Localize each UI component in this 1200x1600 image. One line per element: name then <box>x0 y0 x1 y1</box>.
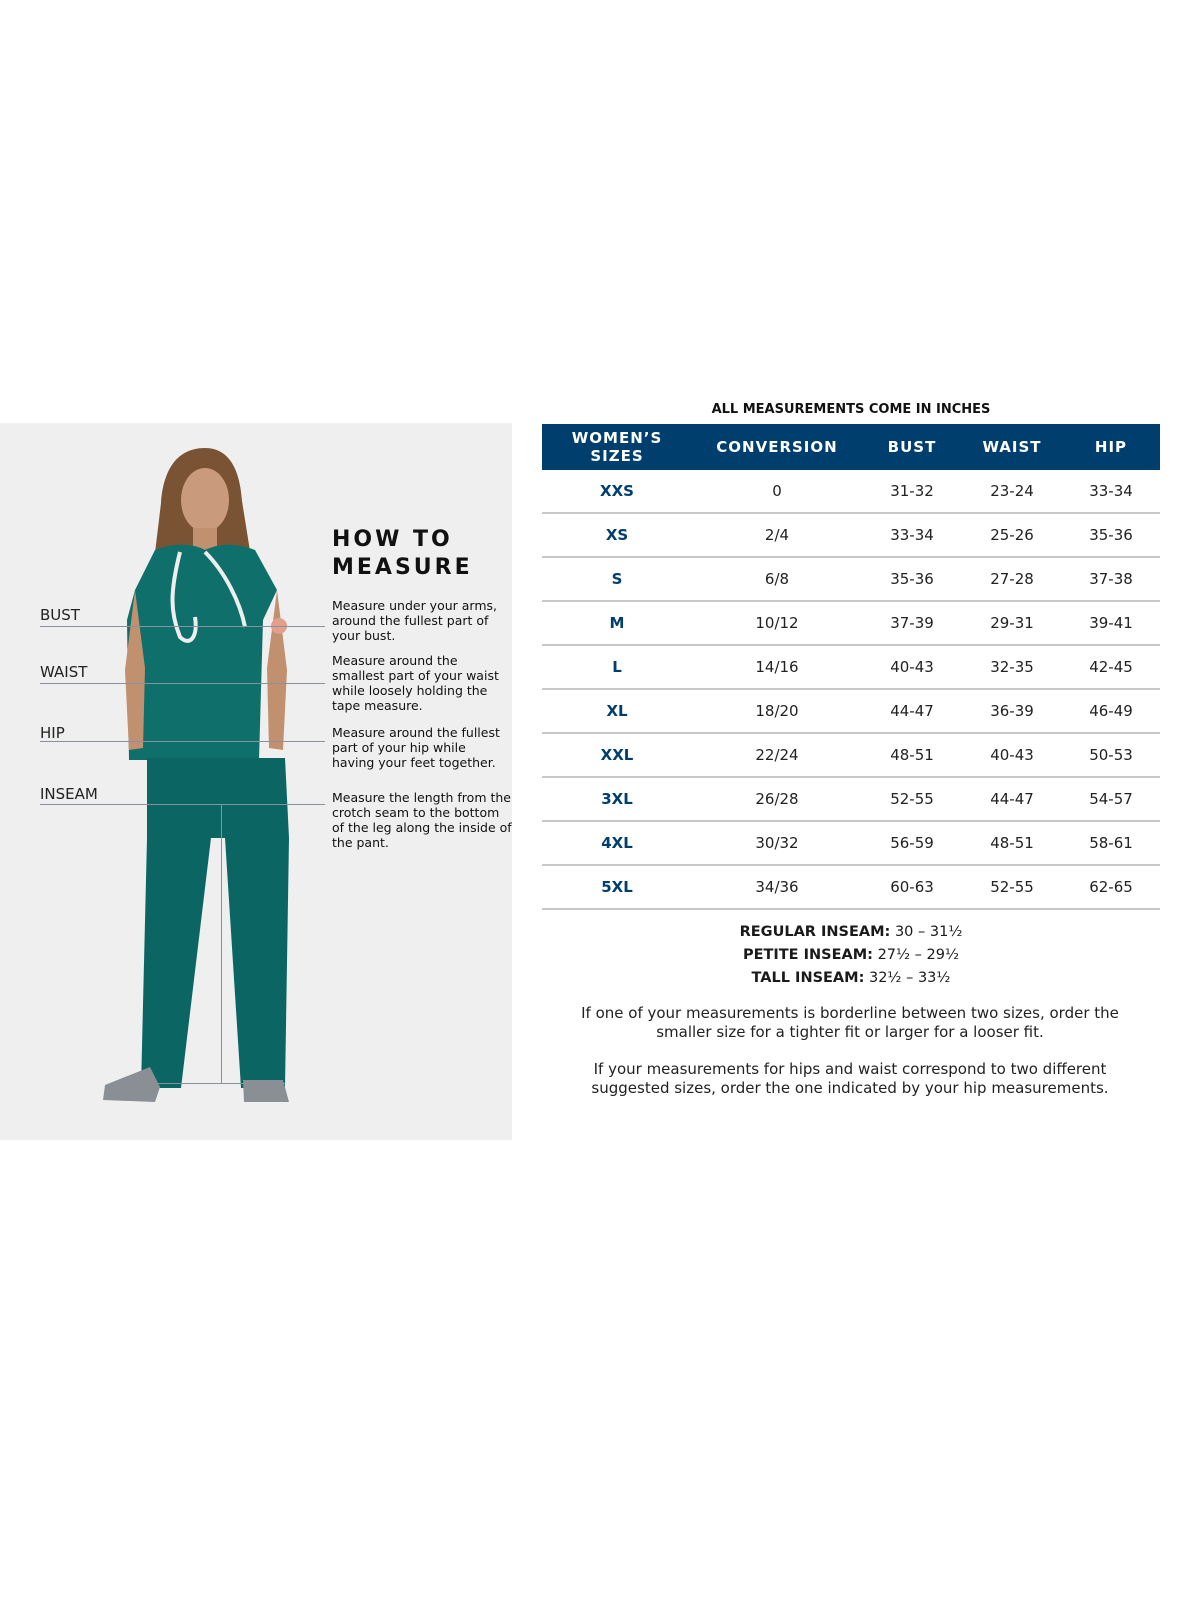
value-cell: 46-49 <box>1062 689 1160 734</box>
inseam-bottom-line <box>155 1083 285 1084</box>
value-cell: 44-47 <box>962 777 1062 822</box>
size-cell: XXS <box>542 470 692 514</box>
size-cell: XXL <box>542 733 692 778</box>
bust-description: Measure under your arms, around the full… <box>332 598 498 643</box>
value-cell: 44-47 <box>862 689 962 734</box>
value-cell: 2/4 <box>692 513 862 558</box>
size-cell: XL <box>542 689 692 734</box>
hip-line <box>40 741 325 742</box>
inseam-line <box>40 804 325 805</box>
inseam-label: INSEAM <box>40 785 98 803</box>
value-cell: 42-45 <box>1062 645 1160 690</box>
value-cell: 26/28 <box>692 777 862 822</box>
size-cell: M <box>542 601 692 646</box>
value-cell: 58-61 <box>1062 821 1160 866</box>
value-cell: 31-32 <box>862 470 962 514</box>
value-cell: 40-43 <box>962 733 1062 778</box>
table-row: 4XL 30/32 56-59 48-51 58-61 <box>542 821 1160 866</box>
bust-line <box>40 626 325 627</box>
table-row: S 6/8 35-36 27-28 37-38 <box>542 557 1160 602</box>
value-cell: 60-63 <box>862 865 962 910</box>
waist-description: Measure around the smallest part of your… <box>332 653 499 713</box>
inseam-tall: TALL INSEAM: 32½ – 33½ <box>751 970 951 986</box>
value-cell: 52-55 <box>862 777 962 822</box>
hip-description: Measure around the fullest part of your … <box>332 725 500 770</box>
table-row: L 14/16 40-43 32-35 42-45 <box>542 645 1160 690</box>
waist-label: WAIST <box>40 663 88 681</box>
table-row: 3XL 26/28 52-55 44-47 54-57 <box>542 777 1160 822</box>
tip-hip-waist: If your measurements for hips and waist … <box>591 1060 1109 1097</box>
size-cell: L <box>542 645 692 690</box>
value-cell: 48-51 <box>962 821 1062 866</box>
inseam-regular: REGULAR INSEAM: 30 – 31½ <box>739 924 963 940</box>
value-cell: 40-43 <box>862 645 962 690</box>
waist-line <box>40 683 325 684</box>
column-header: WOMEN’S SIZES <box>542 424 692 470</box>
inseam-petite: PETITE INSEAM: 27½ – 29½ <box>742 947 960 963</box>
size-chart-table: WOMEN’S SIZES CONVERSION BUST WAIST HIP … <box>542 424 1160 910</box>
size-cell: 4XL <box>542 821 692 866</box>
units-note: ALL MEASUREMENTS COME IN INCHES <box>711 402 991 417</box>
value-cell: 23-24 <box>962 470 1062 514</box>
value-cell: 25-26 <box>962 513 1062 558</box>
how-to-measure-title: HOW TO MEASURE <box>332 527 473 580</box>
value-cell: 52-55 <box>962 865 1062 910</box>
value-cell: 30/32 <box>692 821 862 866</box>
table-row: 5XL 34/36 60-63 52-55 62-65 <box>542 865 1160 910</box>
table-row: XXS 0 31-32 23-24 33-34 <box>542 470 1160 514</box>
value-cell: 36-39 <box>962 689 1062 734</box>
table-row: XS 2/4 33-34 25-26 35-36 <box>542 513 1160 558</box>
value-cell: 37-39 <box>862 601 962 646</box>
bust-label: BUST <box>40 606 80 624</box>
tip-borderline: If one of your measurements is borderlin… <box>581 1004 1119 1041</box>
size-cell: XS <box>542 513 692 558</box>
value-cell: 22/24 <box>692 733 862 778</box>
table-row: XL 18/20 44-47 36-39 46-49 <box>542 689 1160 734</box>
value-cell: 34/36 <box>692 865 862 910</box>
value-cell: 0 <box>692 470 862 514</box>
value-cell: 29-31 <box>962 601 1062 646</box>
value-cell: 27-28 <box>962 557 1062 602</box>
value-cell: 35-36 <box>862 557 962 602</box>
column-header: HIP <box>1062 424 1160 470</box>
inseam-lengths: REGULAR INSEAM: 30 – 31½ PETITE INSEAM: … <box>542 921 1160 990</box>
value-cell: 37-38 <box>1062 557 1160 602</box>
inseam-vertical-line <box>221 804 222 1084</box>
size-cell: 3XL <box>542 777 692 822</box>
size-cell: 5XL <box>542 865 692 910</box>
value-cell: 56-59 <box>862 821 962 866</box>
value-cell: 39-41 <box>1062 601 1160 646</box>
value-cell: 10/12 <box>692 601 862 646</box>
model-photo <box>103 448 289 1102</box>
table-header-row: WOMEN’S SIZES CONVERSION BUST WAIST HIP <box>542 424 1160 470</box>
value-cell: 33-34 <box>862 513 962 558</box>
table-row: XXL 22/24 48-51 40-43 50-53 <box>542 733 1160 778</box>
value-cell: 54-57 <box>1062 777 1160 822</box>
value-cell: 48-51 <box>862 733 962 778</box>
value-cell: 6/8 <box>692 557 862 602</box>
hip-label: HIP <box>40 724 65 742</box>
column-header: WAIST <box>962 424 1062 470</box>
column-header: CONVERSION <box>692 424 862 470</box>
value-cell: 14/16 <box>692 645 862 690</box>
column-header: BUST <box>862 424 962 470</box>
value-cell: 62-65 <box>1062 865 1160 910</box>
table-row: M 10/12 37-39 29-31 39-41 <box>542 601 1160 646</box>
size-cell: S <box>542 557 692 602</box>
value-cell: 32-35 <box>962 645 1062 690</box>
inseam-description: Measure the length from the crotch seam … <box>332 790 512 850</box>
value-cell: 35-36 <box>1062 513 1160 558</box>
value-cell: 33-34 <box>1062 470 1160 514</box>
value-cell: 18/20 <box>692 689 862 734</box>
value-cell: 50-53 <box>1062 733 1160 778</box>
